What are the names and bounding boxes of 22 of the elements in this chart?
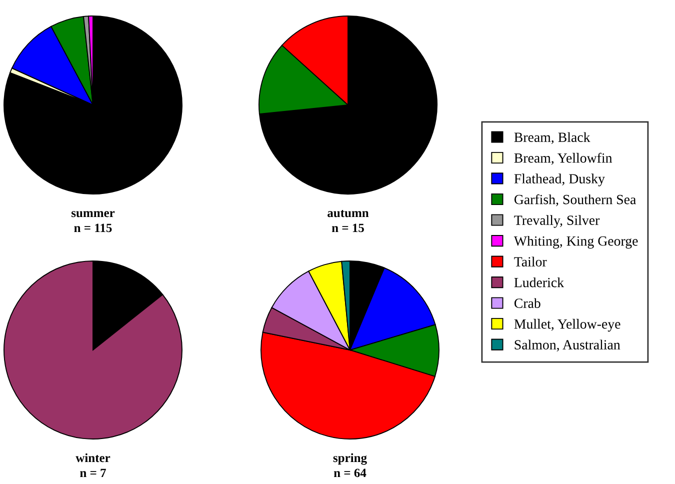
- text: n = 15: [332, 224, 364, 232]
- legend-label: Mullet, Yellow-eye: [514, 318, 620, 332]
- text: autumn: [328, 210, 369, 218]
- legend-label: Bream, Black: [514, 132, 590, 144]
- text: n = 64: [334, 468, 366, 478]
- legend-label: Luderick: [514, 277, 564, 288]
- legend-label: Bream, Yellowfin: [514, 152, 612, 165]
- text: spring: [333, 453, 367, 465]
- pie-slice: [4, 16, 182, 194]
- text: summer: [72, 211, 115, 218]
- legend-label: Tailor: [514, 256, 547, 266]
- legend-label: Flathead, Dusky: [514, 174, 605, 186]
- legend-label: Crab: [514, 298, 540, 308]
- text: winter: [76, 453, 110, 462]
- legend-label: Garfish, Southern Sea: [514, 194, 636, 206]
- pie-slice: [258, 16, 438, 194]
- legend-label: Whiting, King George: [514, 236, 638, 249]
- pie-slice: [4, 260, 182, 440]
- legend-label: Trevally, Silver: [514, 215, 600, 228]
- legend-label: Salmon, Australian: [514, 340, 620, 352]
- text: n = 115: [74, 224, 112, 232]
- text: n = 7: [80, 468, 106, 478]
